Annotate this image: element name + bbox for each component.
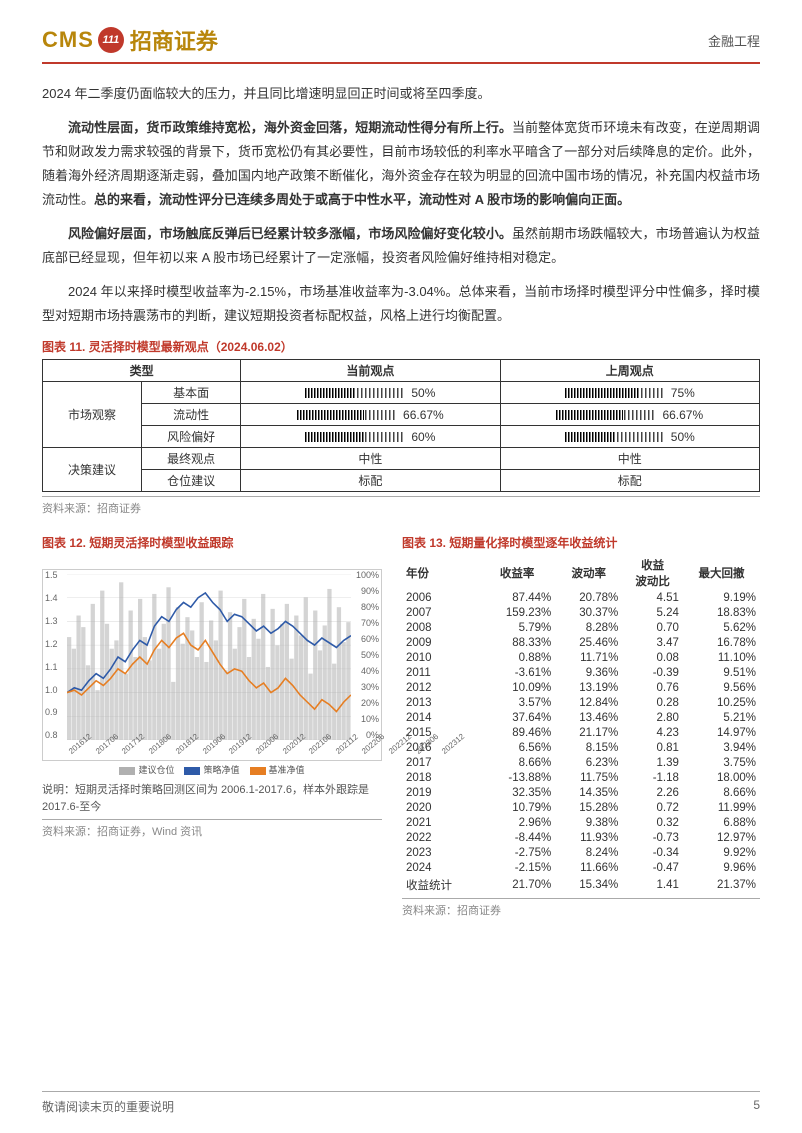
doc-category: 金融工程 — [708, 31, 760, 50]
row-fundamental: 基本面 — [142, 382, 241, 404]
paragraph-3: 风险偏好层面，市场触底反弹后已经累计较多涨幅，市场风险偏好变化较小。虽然前期市场… — [42, 222, 760, 270]
cur-bar-1: 66.67% — [247, 408, 493, 422]
page-header: CMS 111 招商证券 金融工程 — [42, 24, 760, 64]
prev-bar-1: 66.67% — [507, 408, 753, 422]
row-position: 仓位建议 — [142, 470, 241, 492]
cur-final: 中性 — [241, 448, 500, 470]
th-current: 当前观点 — [241, 360, 500, 382]
logo-cn: 招商证券 — [130, 24, 218, 56]
table-row: 2022-8.44%11.93%-0.7312.97% — [402, 830, 760, 845]
table-row: 20178.66%6.23%1.393.75% — [402, 755, 760, 770]
group-market: 市场观察 — [43, 382, 142, 448]
p2-tail: 总的来看，流动性评分已连续多周处于或高于中性水平，流动性对 A 股市场的影响偏向… — [94, 192, 630, 207]
table-row: 20085.79%8.28%0.705.62% — [402, 620, 760, 635]
table13: 年份收益率波动率收益 波动比最大回撤 200687.44%20.78%4.519… — [402, 555, 760, 894]
footer-note: 敬请阅读末页的重要说明 — [42, 1098, 174, 1115]
table-row: 2011-3.61%9.36%-0.399.51% — [402, 665, 760, 680]
logo: CMS 111 招商证券 — [42, 24, 218, 56]
table-row: 201210.09%13.19%0.769.56% — [402, 680, 760, 695]
table-row: 202010.79%15.28%0.7211.99% — [402, 800, 760, 815]
cur-bar-0: 50% — [247, 386, 493, 400]
table-row: 20133.57%12.84%0.2810.25% — [402, 695, 760, 710]
logo-en: CMS — [42, 27, 94, 53]
table-row: 2018-13.88%11.75%-1.1818.00% — [402, 770, 760, 785]
cur-position: 标配 — [241, 470, 500, 492]
table-row: 2023-2.75%8.24%-0.349.92% — [402, 845, 760, 860]
paragraph-2: 流动性层面，货币政策维持宽松，海外资金回落，短期流动性得分有所上行。当前整体宽货… — [42, 116, 760, 212]
logo-badge-icon: 111 — [98, 27, 124, 53]
th-type: 类型 — [43, 360, 241, 382]
table-row: 收益统计21.70%15.34%1.4121.37% — [402, 875, 760, 894]
page-number: 5 — [753, 1098, 760, 1115]
table-row: 200988.33%25.46%3.4716.78% — [402, 635, 760, 650]
table-row: 20212.96%9.38%0.326.88% — [402, 815, 760, 830]
prev-bar-0: 75% — [507, 386, 753, 400]
row-final: 最终观点 — [142, 448, 241, 470]
prev-bar-2: 50% — [507, 430, 753, 444]
fig12-chart: 1.51.41.31.21.11.00.90.8 100%90%80%70%60… — [42, 569, 382, 761]
prev-position: 标配 — [500, 470, 759, 492]
fig12-legend: 建议仓位 策略净值 基准净值 — [42, 763, 382, 776]
y-axis-right: 100%90%80%70%60%50%40%30%20%10%0% — [351, 570, 379, 740]
th-prev: 上周观点 — [500, 360, 759, 382]
p3-lead: 风险偏好层面，市场触底反弹后已经累计较多涨幅，市场风险偏好变化较小。 — [68, 226, 512, 241]
table11-source: 资料来源：招商证券 — [42, 496, 760, 516]
table-row: 2024-2.15%11.66%-0.479.96% — [402, 860, 760, 875]
page-footer: 敬请阅读末页的重要说明 5 — [42, 1091, 760, 1115]
table13-source: 资料来源：招商证券 — [402, 898, 760, 918]
prev-final: 中性 — [500, 448, 759, 470]
fig12-caption: 图表 12. 短期灵活择时模型收益跟踪 — [42, 534, 382, 551]
table-row: 20100.88%11.71%0.0811.10% — [402, 650, 760, 665]
table11: 类型 当前观点 上周观点 市场观察 基本面 50% 75% 流动性 66.67%… — [42, 359, 760, 492]
p2-lead: 流动性层面，货币政策维持宽松，海外资金回落，短期流动性得分有所上行。 — [68, 120, 512, 135]
paragraph-4: 2024 年以来择时模型收益率为-2.15%，市场基准收益率为-3.04%。总体… — [42, 280, 760, 328]
table-row: 201932.35%14.35%2.268.66% — [402, 785, 760, 800]
paragraph-1: 2024 年二季度仍面临较大的压力，并且同比增速明显回正时间或将至四季度。 — [42, 82, 760, 106]
row-risk: 风险偏好 — [142, 426, 241, 448]
table11-caption: 图表 11. 灵活择时模型最新观点（2024.06.02） — [42, 338, 760, 355]
y-axis-left: 1.51.41.31.21.11.00.90.8 — [45, 570, 67, 740]
plot-area — [67, 574, 351, 740]
group-decision: 决策建议 — [43, 448, 142, 492]
table-row: 2007159.23%30.37%5.2418.83% — [402, 605, 760, 620]
fig12-note: 说明：短期灵活择时策略回测区间为 2006.1-2017.6，样本外跟踪是 20… — [42, 782, 382, 815]
row-liquidity: 流动性 — [142, 404, 241, 426]
cur-bar-2: 60% — [247, 430, 493, 444]
table-row: 200687.44%20.78%4.519.19% — [402, 590, 760, 605]
fig12-source: 资料来源：招商证券，Wind 资讯 — [42, 819, 382, 839]
table-row: 201437.64%13.46%2.805.21% — [402, 710, 760, 725]
table13-caption: 图表 13. 短期量化择时模型逐年收益统计 — [402, 534, 760, 551]
x-axis: 2016122017062017122018062018122019062019… — [67, 749, 351, 758]
